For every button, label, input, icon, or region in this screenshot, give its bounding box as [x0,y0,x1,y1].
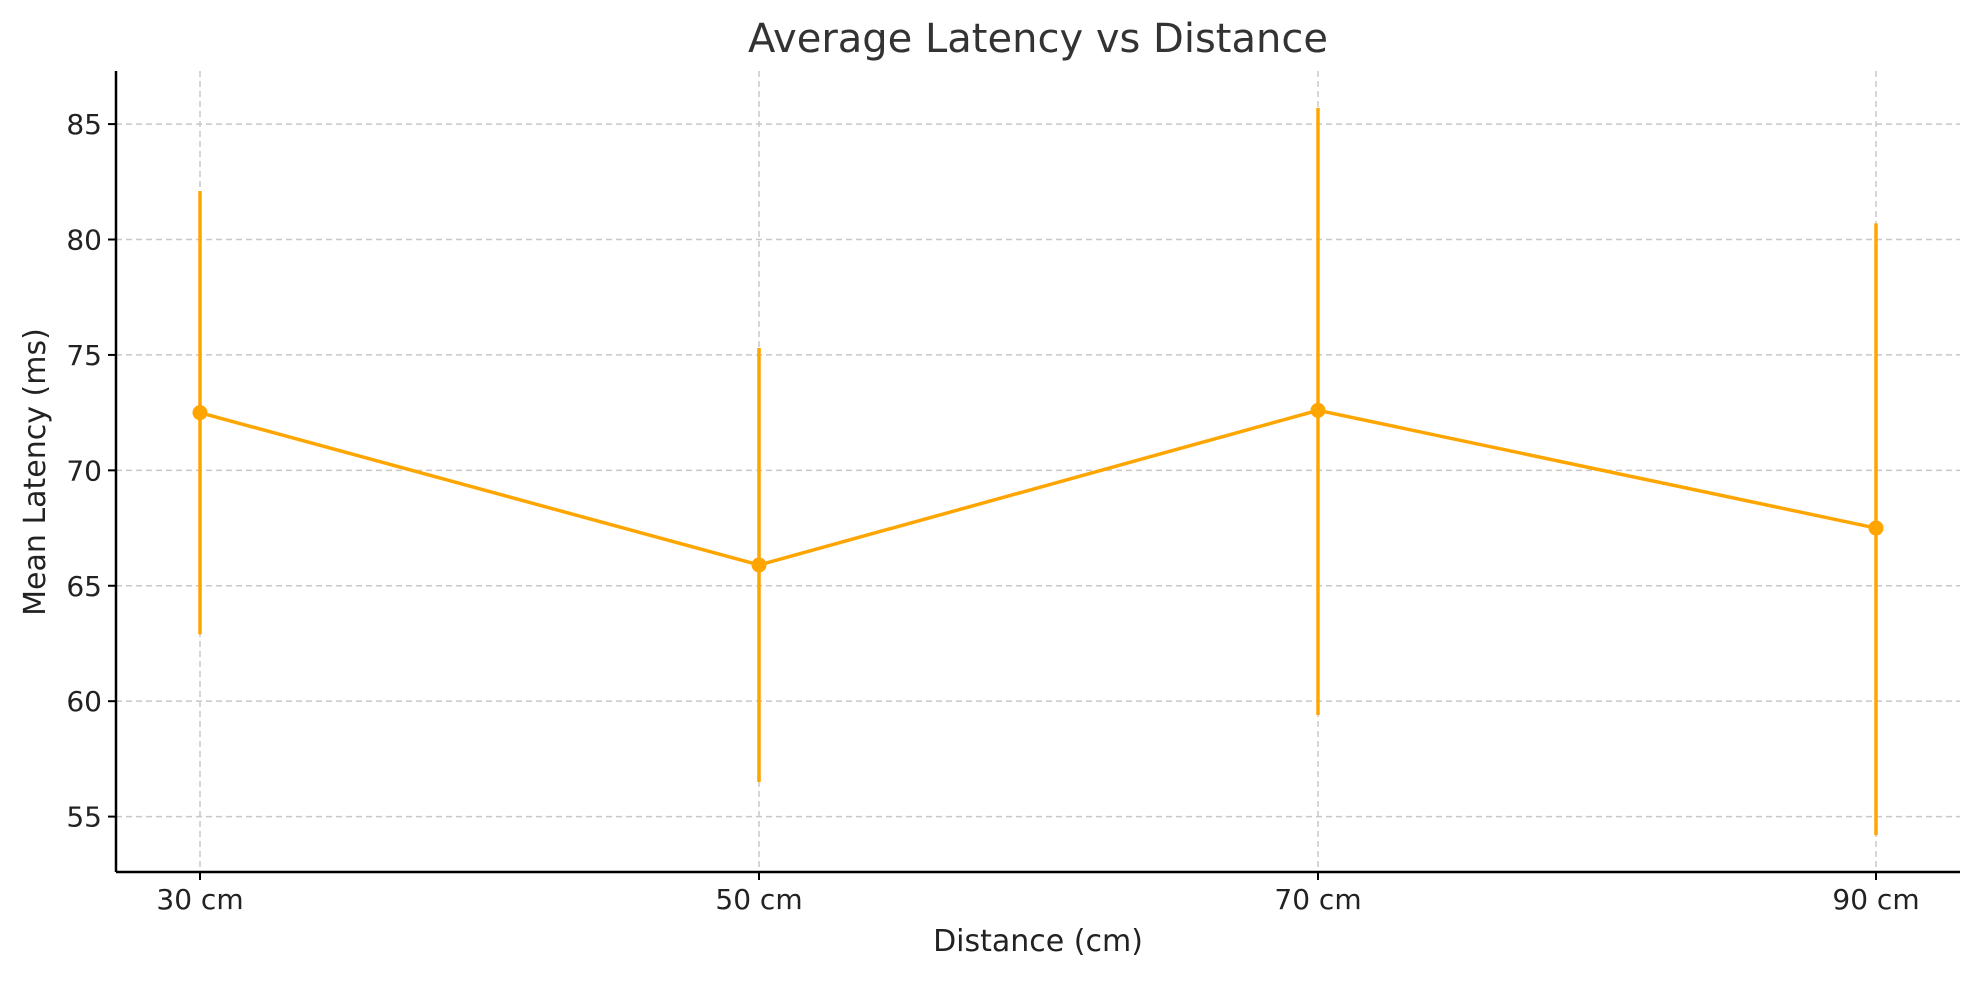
y-tick-label: 80 [66,224,102,257]
ticks-layer: 55 60 65 70 75 80 85 30 cm 50 cm 70 cm 90 cm [66,108,1919,916]
data-point [192,405,208,421]
x-axis-label: Distance (cm) [933,924,1143,959]
data-point [1310,402,1326,418]
data-point [1868,520,1884,536]
y-tick-label: 55 [66,801,102,834]
chart-title: Average Latency vs Distance [748,16,1328,62]
y-axis-label: Mean Latency (ms) [18,328,53,616]
y-tick-label: 85 [66,108,102,141]
axes-layer [114,71,1960,874]
x-tick-label: 30 cm [156,883,243,916]
y-tick-label: 75 [66,339,102,372]
grid-layer [116,71,1960,872]
series-line [199,408,1877,567]
x-tick-label: 70 cm [1274,883,1361,916]
y-tick-label: 70 [66,454,102,487]
series-layer [192,107,1884,836]
y-tick-label: 65 [66,570,102,603]
y-tick-label: 60 [66,685,102,718]
x-tick-label: 90 cm [1832,883,1919,916]
data-point [751,557,767,573]
x-tick-label: 50 cm [715,883,802,916]
